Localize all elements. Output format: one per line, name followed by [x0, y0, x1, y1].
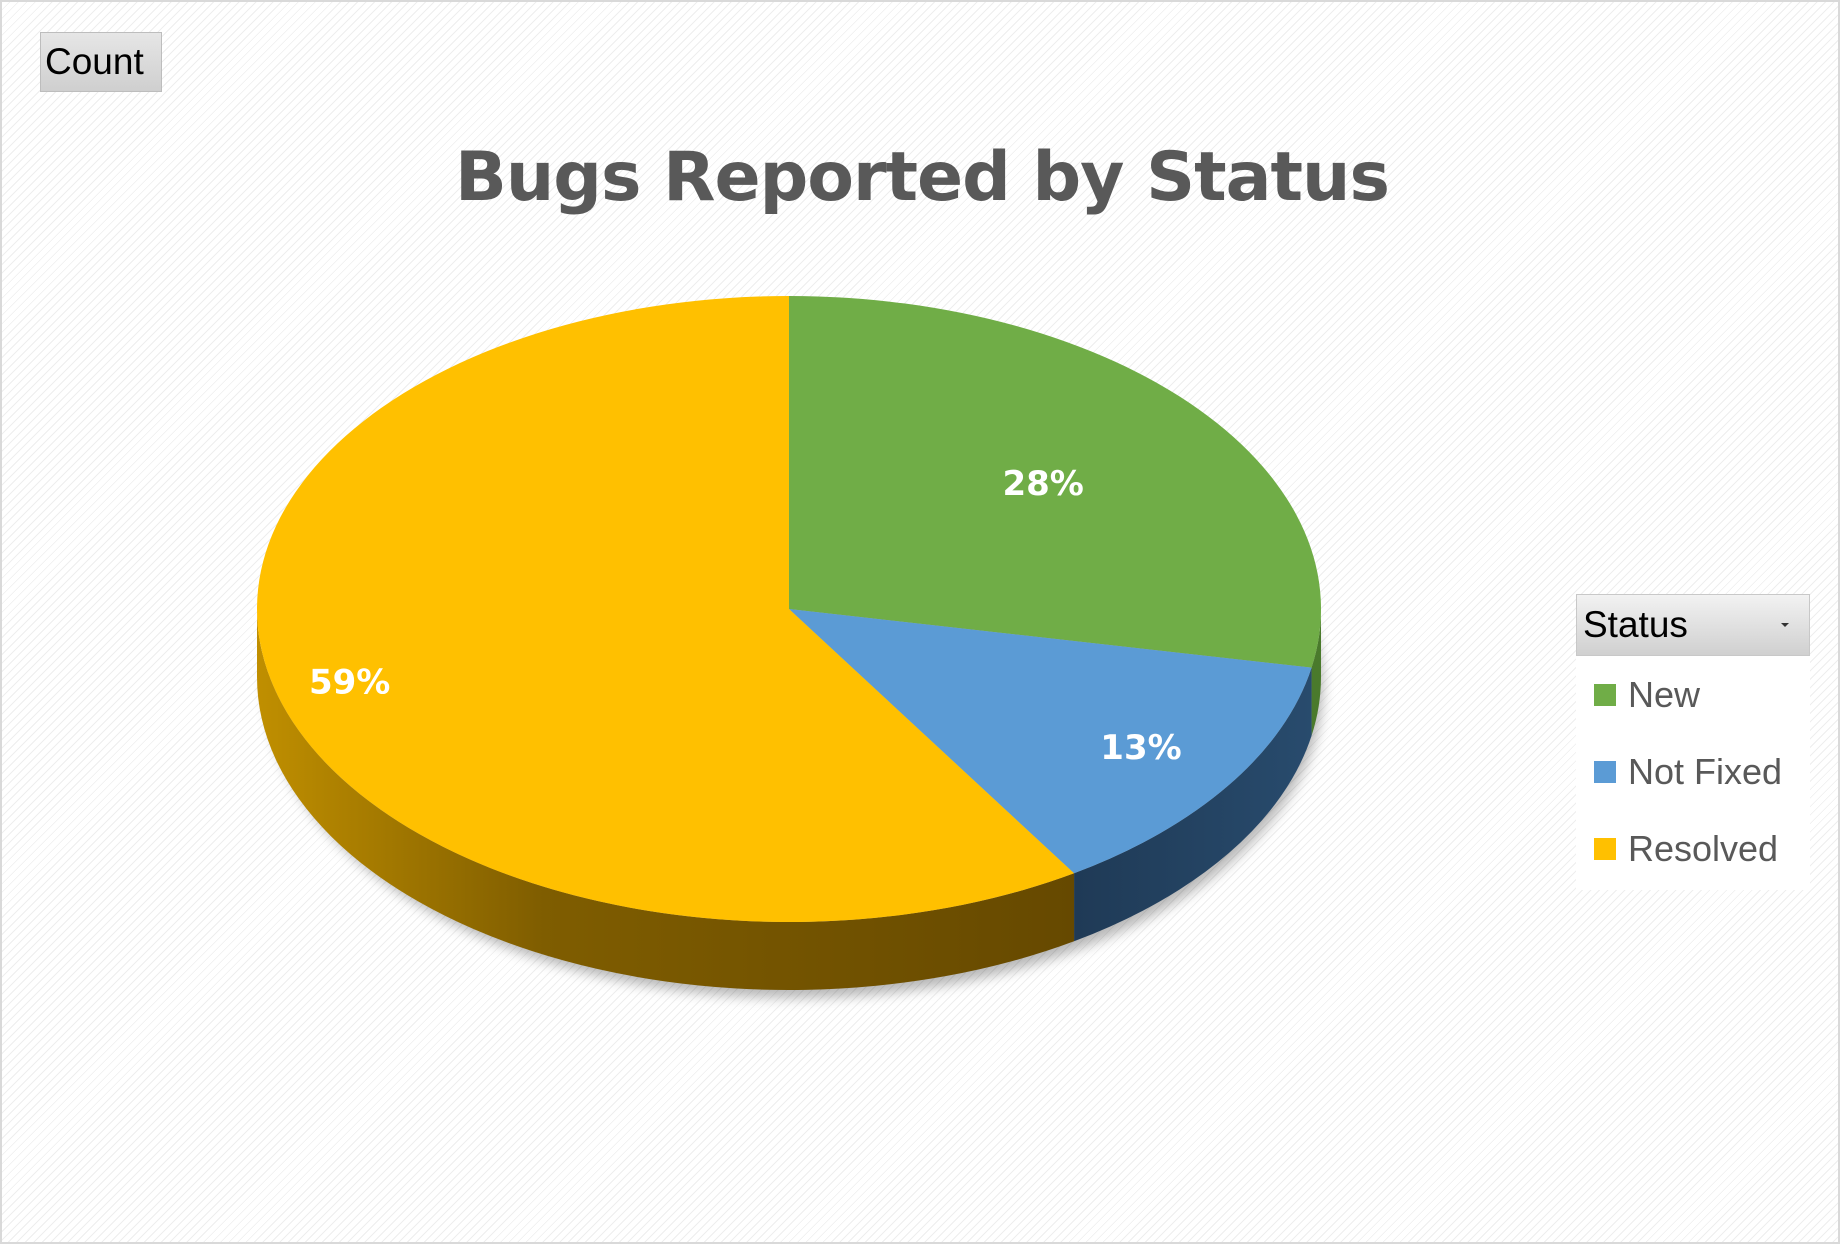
legend-swatch-resolved	[1594, 837, 1616, 860]
dropdown-arrow-icon[interactable]	[1781, 623, 1789, 627]
legend-label-resolved: Resolved	[1628, 827, 1779, 869]
legend: Status New Not Fixed Resolved	[1576, 594, 1810, 890]
legend-swatch-new	[1594, 683, 1616, 706]
count-field-button[interactable]: Count	[40, 32, 162, 92]
pie-slice-new[interactable]	[789, 296, 1322, 668]
legend-item-resolved: Resolved	[1576, 810, 1810, 887]
data-label-resolved: 59%	[309, 663, 390, 703]
pie-side-not-fixed	[1074, 667, 1312, 942]
legend-label-not-fixed: Not Fixed	[1628, 750, 1783, 792]
pie-side-resolved	[257, 609, 1075, 990]
pie-slice-not-fixed[interactable]	[789, 609, 1312, 874]
chart-title: Bugs Reported by Status	[455, 138, 1390, 217]
data-label-not-fixed: 13%	[1100, 728, 1181, 768]
legend-swatch-not-fixed	[1594, 760, 1616, 783]
data-label-new: 28%	[1002, 464, 1083, 504]
legend-item-new: New	[1576, 656, 1810, 733]
pie-side-new	[1311, 609, 1321, 736]
pie-slice-resolved[interactable]	[257, 296, 1075, 922]
legend-status-filter-button[interactable]: Status	[1576, 594, 1810, 656]
legend-title: Status	[1583, 604, 1688, 645]
legend-label-new: New	[1628, 673, 1701, 715]
legend-item-not-fixed: Not Fixed	[1576, 733, 1810, 810]
pie-group: 28% 13% 59%	[257, 296, 1323, 998]
